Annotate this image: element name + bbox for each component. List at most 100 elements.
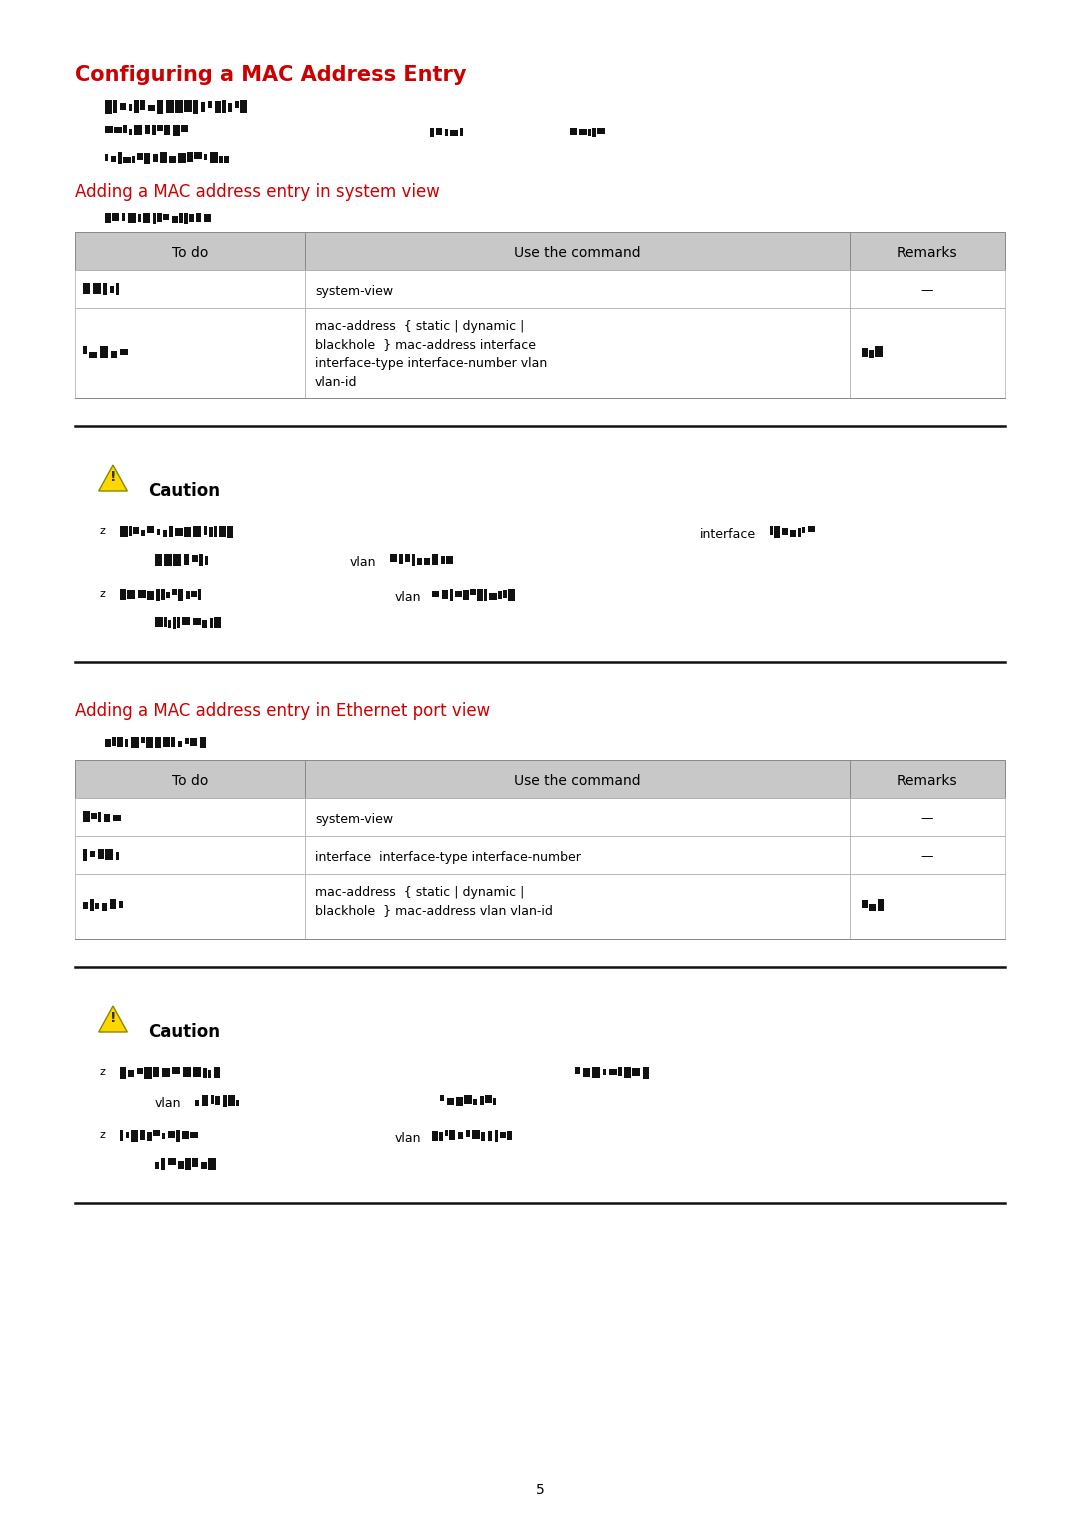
Bar	[219, 525, 226, 538]
Bar	[390, 554, 397, 562]
Bar	[432, 554, 438, 565]
Bar	[195, 1099, 199, 1106]
Bar	[120, 525, 129, 538]
Text: Caution: Caution	[148, 1023, 220, 1041]
Bar	[862, 348, 868, 357]
Text: z: z	[100, 1130, 106, 1141]
Bar	[432, 591, 438, 597]
Bar	[503, 589, 507, 599]
Bar	[105, 127, 113, 133]
Bar	[161, 589, 165, 600]
Bar	[119, 901, 123, 909]
Bar	[98, 812, 102, 822]
Text: system-view: system-view	[315, 284, 393, 298]
Text: vlan: vlan	[156, 1096, 181, 1110]
Bar	[102, 902, 107, 912]
Bar	[166, 99, 174, 113]
Bar	[442, 589, 448, 599]
Bar	[118, 153, 122, 163]
Bar	[305, 308, 850, 399]
Text: —: —	[921, 851, 933, 863]
Bar	[141, 530, 145, 536]
Bar	[125, 739, 129, 747]
Bar	[214, 525, 217, 538]
Bar	[200, 738, 206, 748]
Bar	[168, 156, 176, 163]
Bar	[157, 125, 163, 131]
Bar	[208, 1070, 211, 1078]
Bar	[93, 282, 102, 295]
Bar	[405, 554, 410, 562]
Bar	[95, 902, 99, 909]
Bar	[878, 899, 885, 912]
Bar	[140, 99, 145, 110]
Bar	[163, 530, 167, 538]
Bar	[164, 125, 170, 134]
Bar	[438, 1132, 443, 1141]
Bar	[190, 738, 197, 747]
Bar	[508, 589, 515, 602]
Bar	[114, 127, 122, 133]
Bar	[460, 128, 463, 136]
Text: vlan: vlan	[395, 1132, 421, 1145]
Bar	[168, 620, 171, 628]
Bar	[183, 1132, 189, 1139]
Bar	[222, 1095, 227, 1107]
Bar	[194, 153, 202, 159]
Bar	[163, 738, 170, 747]
Bar	[193, 99, 198, 115]
Bar	[164, 617, 167, 628]
Bar	[228, 1095, 235, 1106]
Bar	[305, 835, 850, 873]
Bar	[152, 125, 156, 134]
Bar	[105, 212, 111, 223]
Bar	[105, 849, 113, 860]
Bar	[156, 554, 162, 567]
Bar	[455, 591, 462, 597]
Bar	[89, 353, 97, 357]
Bar	[168, 525, 173, 538]
Text: interface  interface-type interface-number: interface interface-type interface-numbe…	[315, 851, 581, 863]
Bar	[198, 589, 201, 600]
Bar	[210, 618, 213, 628]
Bar	[123, 157, 131, 163]
Bar	[850, 760, 1005, 799]
Bar	[162, 1067, 170, 1077]
Bar	[134, 125, 141, 134]
Bar	[176, 1130, 180, 1142]
Bar	[643, 1067, 649, 1080]
Bar	[187, 153, 193, 162]
Bar	[463, 589, 469, 600]
Bar	[488, 1132, 492, 1141]
Bar	[178, 1161, 184, 1170]
Bar	[185, 1157, 191, 1170]
Text: Use the command: Use the command	[514, 246, 640, 260]
Bar	[579, 128, 588, 134]
Bar	[75, 270, 305, 308]
Bar	[143, 212, 150, 223]
Bar	[445, 1130, 448, 1136]
Bar	[850, 799, 1005, 835]
Text: Adding a MAC address entry in system view: Adding a MAC address entry in system vie…	[75, 183, 440, 202]
Bar	[75, 799, 305, 835]
Bar	[202, 1095, 208, 1106]
Bar	[436, 128, 442, 134]
Bar	[597, 128, 605, 134]
Bar	[183, 617, 190, 625]
Bar	[177, 617, 180, 628]
Bar	[485, 1095, 492, 1102]
Bar	[875, 347, 883, 357]
Text: z: z	[100, 1067, 106, 1077]
Bar	[83, 902, 87, 909]
Bar	[90, 851, 95, 857]
Bar	[184, 99, 192, 111]
Bar	[237, 1099, 239, 1106]
Bar	[305, 270, 850, 308]
Bar	[104, 814, 110, 822]
Bar	[173, 554, 181, 567]
Bar	[157, 528, 160, 534]
Bar	[181, 125, 188, 131]
Bar	[210, 153, 218, 163]
Bar	[492, 1098, 496, 1106]
Bar	[219, 156, 222, 163]
